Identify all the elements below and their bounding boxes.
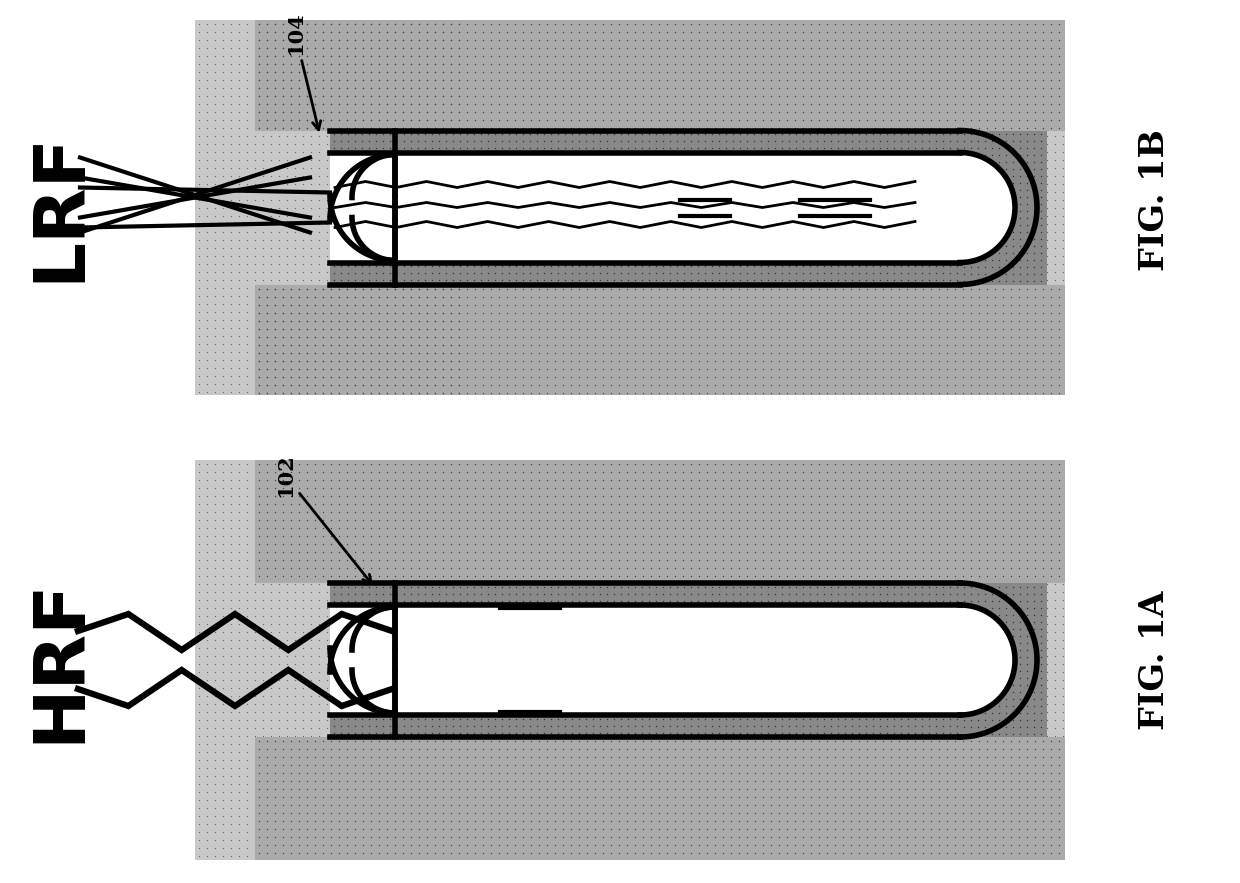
Bar [960,131,1047,284]
Text: LRF: LRF [26,132,94,283]
Bar [330,715,960,737]
Bar [330,583,960,605]
Polygon shape [960,583,1037,737]
Bar [255,20,1065,131]
Polygon shape [330,155,396,220]
Text: FIG. 1B: FIG. 1B [1138,129,1172,271]
Text: 102: 102 [275,453,371,584]
Bar [255,284,460,395]
Polygon shape [352,153,396,262]
Bar [330,153,960,262]
Polygon shape [330,195,396,260]
Polygon shape [352,605,396,715]
Bar [195,460,1065,860]
Bar [330,605,960,715]
Bar [255,460,1065,583]
Text: FIG. 1A: FIG. 1A [1138,591,1172,729]
Polygon shape [330,607,396,672]
Bar [960,583,1047,737]
Text: HRF: HRF [26,577,94,743]
Bar [330,262,960,284]
Circle shape [905,605,1016,715]
Circle shape [905,153,1016,262]
Bar [255,737,1065,860]
Bar [195,20,1065,395]
Bar [330,131,960,153]
Polygon shape [960,131,1037,284]
Polygon shape [330,648,396,713]
Text: 104: 104 [285,11,321,130]
Bar [255,20,460,131]
Bar [255,284,1065,395]
